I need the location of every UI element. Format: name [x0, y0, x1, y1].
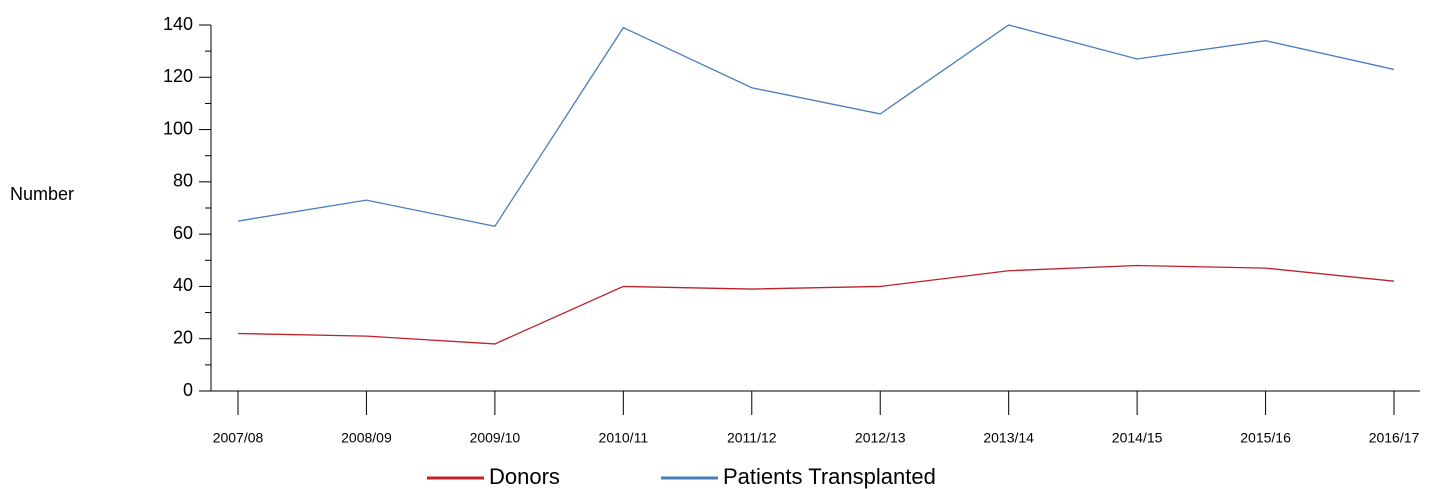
y-tick-label: 80 [173, 171, 193, 191]
y-tick-label: 120 [163, 66, 193, 86]
y-axis-label: Number [10, 184, 74, 204]
x-tick-label: 2009/10 [470, 430, 521, 446]
x-tick-label: 2015/16 [1240, 430, 1291, 446]
x-tick-label: 2013/14 [983, 430, 1034, 446]
x-tick-label: 2016/17 [1369, 430, 1420, 446]
x-tick-label: 2010/11 [599, 430, 649, 446]
y-tick-label: 60 [173, 223, 193, 243]
x-tick-label: 2014/15 [1112, 430, 1163, 446]
series-line [237, 264, 1395, 345]
y-tick-label: 140 [163, 14, 193, 34]
y-tick-label: 0 [183, 380, 193, 400]
y-tick-label: 40 [173, 275, 193, 295]
x-tick-label: 2008/09 [341, 430, 392, 446]
legend-label: Patients Transplanted [723, 464, 936, 489]
legend-label: Donors [489, 464, 560, 489]
x-tick-label: 2011/12 [727, 430, 777, 446]
y-tick-label: 20 [173, 327, 193, 347]
x-tick-label: 2007/08 [213, 430, 264, 446]
series-line [237, 24, 1395, 228]
y-tick-label: 100 [163, 118, 193, 138]
x-tick-label: 2012/13 [855, 430, 906, 446]
